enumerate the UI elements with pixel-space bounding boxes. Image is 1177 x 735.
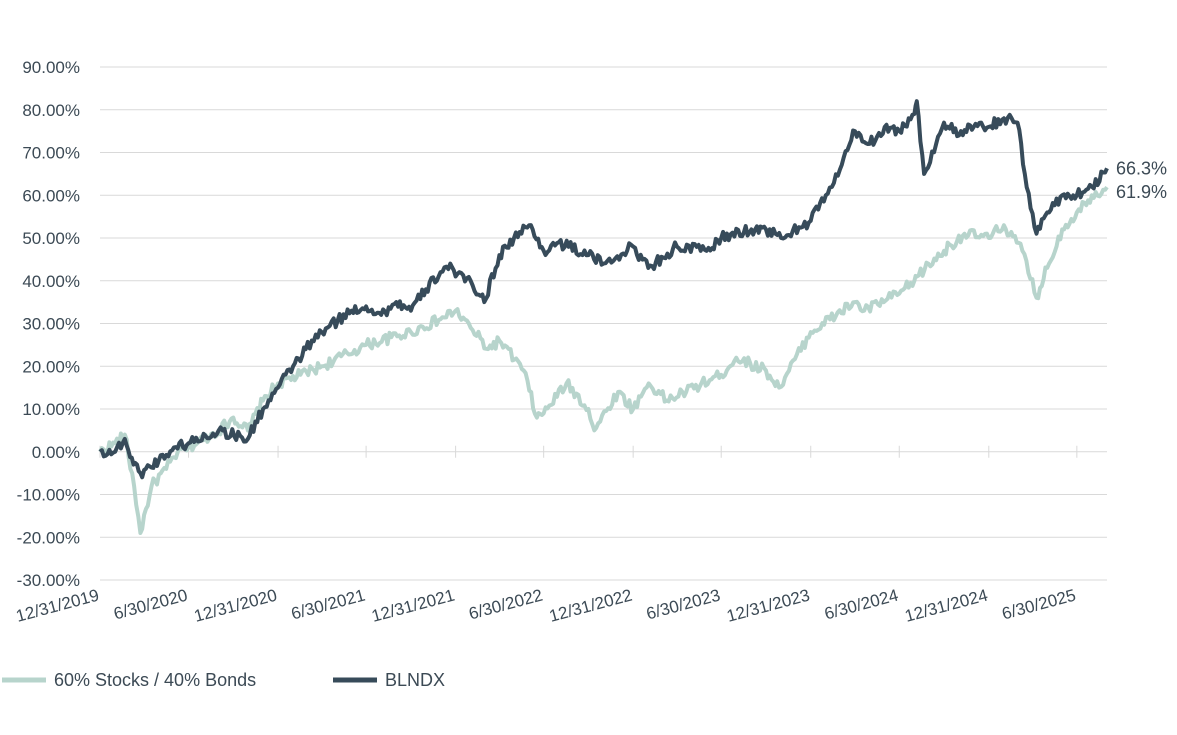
gridlines — [100, 66, 1107, 581]
x-tick-label: 12/31/2021 — [370, 586, 457, 626]
x-tick-label: 12/31/2024 — [903, 586, 990, 626]
y-tick-label: 90.00% — [22, 58, 80, 77]
y-tick-label: 10.00% — [22, 400, 80, 419]
end-labels: 66.3% 61.9% — [1116, 158, 1167, 202]
x-axis: 12/31/2019 6/30/2020 12/31/2020 6/30/2021 12… — [14, 445, 1078, 626]
series-line-blndx — [98, 99, 1109, 480]
y-tick-label: 0.00% — [32, 443, 80, 462]
y-tick-label: -10.00% — [17, 486, 80, 505]
y-axis: 90.00% 80.00% 70.00% 60.00% 50.00% 40.00% 30.0… — [17, 58, 80, 590]
x-tick-label: 6/30/2024 — [822, 586, 900, 624]
x-tick-label: 6/30/2025 — [1000, 586, 1078, 624]
series-line-stocks-bonds — [98, 185, 1109, 535]
legend-label: 60% Stocks / 40% Bonds — [54, 670, 256, 690]
x-tick-label: 6/30/2023 — [644, 586, 722, 624]
x-tick-label: 12/31/2019 — [14, 586, 101, 626]
x-tick-label: 6/30/2022 — [467, 586, 545, 624]
x-tick-label: 12/31/2020 — [192, 586, 279, 626]
series-lines — [98, 99, 1109, 535]
end-value-label: 61.9% — [1116, 182, 1167, 202]
y-tick-label: 40.00% — [22, 272, 80, 291]
y-tick-label: 70.00% — [22, 144, 80, 163]
y-tick-label: 50.00% — [22, 229, 80, 248]
x-tick-label: 12/31/2023 — [725, 586, 812, 626]
y-tick-label: -20.00% — [17, 528, 80, 547]
y-tick-label: 80.00% — [22, 101, 80, 120]
x-tick-label: 6/30/2021 — [289, 586, 367, 624]
end-value-label: 66.3% — [1116, 158, 1167, 178]
x-tick-label: 6/30/2020 — [112, 586, 190, 624]
x-tick-label: 12/31/2022 — [547, 586, 634, 626]
y-tick-label: 30.00% — [22, 315, 80, 334]
y-tick-label: 60.00% — [22, 186, 80, 205]
legend: 60% Stocks / 40% Bonds BLNDX — [2, 670, 445, 690]
y-tick-label: 20.00% — [22, 357, 80, 376]
y-tick-label: -30.00% — [17, 571, 80, 590]
legend-label: BLNDX — [385, 670, 445, 690]
